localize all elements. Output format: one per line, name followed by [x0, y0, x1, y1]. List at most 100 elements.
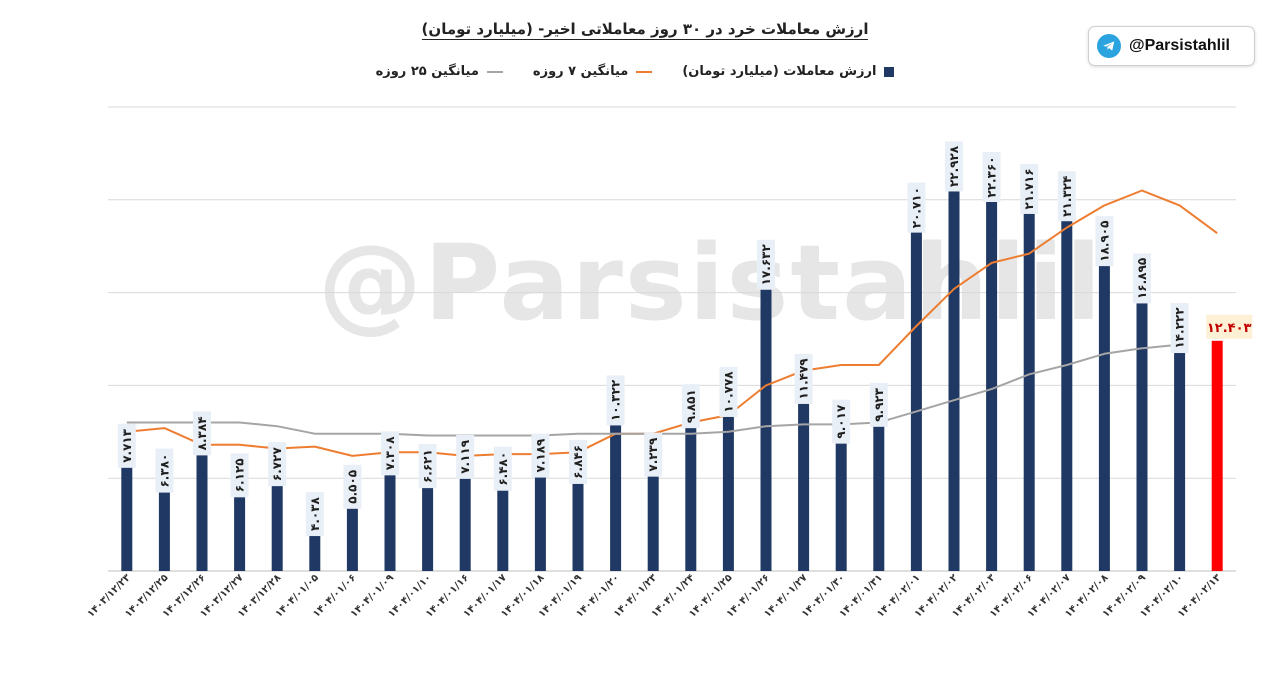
- data-label: ۱۰.۳۲۲: [609, 379, 623, 421]
- data-label-bg: [832, 399, 851, 444]
- legend-label-bars: ارزش معاملات (میلیارد تومان): [682, 64, 877, 79]
- bar: [948, 145, 960, 572]
- bar: [534, 437, 546, 571]
- data-label-bg: [268, 442, 287, 487]
- bar: [1023, 167, 1035, 571]
- data-label-bg: [155, 448, 174, 493]
- bar: [459, 438, 471, 571]
- telegram-handle: @Parsistahlil: [1129, 37, 1230, 54]
- data-label-bg: [794, 353, 813, 404]
- ma25-line: [126, 343, 1180, 437]
- bar: [422, 448, 434, 571]
- data-label-bg: [1206, 314, 1253, 339]
- data-label: ۹.۸۵۱: [684, 389, 698, 423]
- data-label-bg: [945, 141, 963, 192]
- data-label: ۷.۷۱۳: [120, 428, 134, 463]
- legend: ارزش معاملات (میلیارد تومان) میانگین ۷ ر…: [0, 64, 1270, 79]
- bar: [1098, 220, 1110, 571]
- data-label: ۲۱.۷۱۶: [1022, 168, 1036, 209]
- ma7-line: [126, 189, 1218, 457]
- bar: [1211, 340, 1223, 571]
- data-label-bg: [1170, 303, 1189, 354]
- data-label-bg: [757, 239, 775, 290]
- telegram-icon: [1097, 34, 1121, 58]
- bar: [196, 415, 208, 571]
- data-label: ۲۰.۷۱۰: [909, 187, 923, 228]
- data-label-bg: [230, 453, 249, 498]
- bar: [497, 450, 509, 571]
- legend-item-bars: ارزش معاملات (میلیارد تومان): [682, 64, 895, 79]
- data-label: ۶.۴۸۰: [496, 452, 510, 486]
- telegram-badge[interactable]: @Parsistahlil: [1088, 26, 1255, 66]
- bar: [1061, 175, 1073, 571]
- bar: [384, 435, 396, 571]
- bar: [1136, 257, 1148, 571]
- bar: [910, 186, 922, 571]
- data-label: ۶.۳۸۰: [157, 454, 171, 488]
- data-label: ۴.۰۳۸: [308, 496, 322, 531]
- legend-swatch-ma25: [486, 70, 503, 73]
- data-label-bg: [644, 432, 663, 477]
- data-label-bg: [117, 423, 136, 468]
- legend-swatch-ma7: [636, 70, 653, 73]
- bar: [271, 446, 283, 571]
- data-label-bg: [982, 151, 1001, 202]
- bar: [798, 357, 810, 571]
- data-label-bg: [1057, 171, 1076, 222]
- data-label-bg: [719, 366, 738, 417]
- chart-title-text: ارزش معاملات خرد در ۳۰ روز معاملاتی اخیر…: [421, 20, 869, 40]
- data-label: ۷.۲۳۹: [646, 437, 660, 472]
- data-label: ۱۶.۸۹۵: [1135, 258, 1149, 299]
- data-label: ۱۷.۶۳۲: [759, 243, 773, 285]
- legend-label-ma7: میانگین ۷ روزه: [532, 64, 629, 79]
- data-label: ۱۰.۷۷۸: [721, 371, 735, 413]
- data-label-bg: [907, 182, 926, 233]
- bar: [121, 427, 133, 571]
- data-label: ۱۲.۴۰۳: [1207, 321, 1252, 336]
- bar: [158, 452, 170, 571]
- data-label: ۲۲.۹۲۸: [947, 145, 961, 187]
- data-label: ۲۲.۳۶۰: [985, 156, 999, 197]
- bar: [647, 436, 659, 571]
- data-label: ۶.۱۲۵: [233, 458, 247, 492]
- legend-swatch-bars: [884, 66, 895, 77]
- data-label: ۶.۶۲۱: [421, 449, 435, 483]
- data-label-bg: [1095, 216, 1114, 267]
- legend-item-ma25: میانگین ۲۵ روزه: [376, 64, 503, 79]
- data-label: ۷.۱۸۹: [533, 438, 547, 473]
- bar: [1174, 307, 1186, 571]
- data-label: ۶.۸۴۶: [571, 445, 585, 479]
- data-label: ۷.۱۱۹: [458, 439, 472, 474]
- bar: [685, 388, 697, 571]
- bar: [610, 379, 622, 571]
- bar: [346, 468, 358, 571]
- data-label: ۲۱.۳۲۴: [1060, 176, 1074, 217]
- chart-title: ارزش معاملات خرد در ۳۰ روز معاملاتی اخیر…: [0, 20, 1280, 40]
- data-label-bg: [343, 464, 362, 509]
- data-label: ۱۱.۴۷۹: [797, 358, 811, 400]
- bar: [722, 370, 734, 571]
- data-label-bg: [1020, 163, 1039, 214]
- data-label-bg: [493, 446, 512, 491]
- data-label-bg: [381, 431, 399, 476]
- bar: [234, 457, 246, 571]
- data-label-bg: [869, 382, 888, 427]
- data-label-bg: [606, 375, 625, 426]
- legend-label-ma25: میانگین ۲۵ روزه: [375, 64, 479, 79]
- data-label: ۵.۵۰۵: [345, 470, 359, 504]
- data-label: ۶.۷۲۷: [270, 447, 284, 482]
- bar: [873, 386, 885, 571]
- legend-item-ma7: میانگین ۷ روزه: [532, 64, 653, 79]
- data-label: ۹.۰۱۷: [834, 404, 848, 439]
- bar: [986, 155, 998, 571]
- data-label-bg: [193, 411, 211, 456]
- watermark: @Parsistahlil: [318, 222, 1104, 344]
- bar: [572, 443, 584, 571]
- data-label: ۷.۳۰۸: [383, 436, 397, 471]
- data-label: ۹.۹۲۳: [872, 387, 886, 422]
- data-label: ۱۴.۲۲۲: [1173, 307, 1187, 349]
- data-label-bg: [305, 492, 324, 537]
- data-label: ۸.۳۸۴: [195, 416, 209, 450]
- data-label: ۱۸.۹۰۵: [1097, 221, 1111, 262]
